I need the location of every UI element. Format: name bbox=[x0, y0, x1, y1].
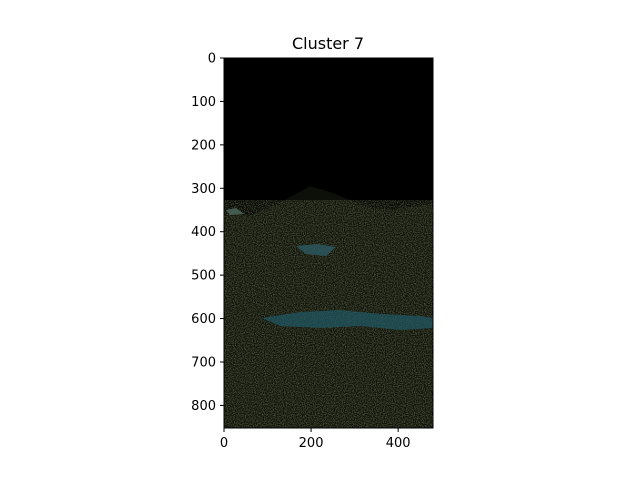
chart-title: Cluster 7 bbox=[292, 34, 364, 53]
plot-area bbox=[224, 58, 433, 428]
y-tick-label: 400 bbox=[191, 225, 216, 240]
x-tick-label: 400 bbox=[386, 436, 411, 451]
y-tick-label: 100 bbox=[191, 95, 216, 110]
x-tick-label: 200 bbox=[299, 436, 324, 451]
y-tick-label: 700 bbox=[191, 355, 216, 370]
y-tick-label: 500 bbox=[191, 269, 216, 284]
lake-lower bbox=[262, 310, 433, 330]
y-tick-label: 600 bbox=[191, 312, 216, 327]
y-axis: 0 100 200 300 400 500 600 700 800 bbox=[191, 52, 224, 414]
y-tick-label: 0 bbox=[208, 52, 216, 67]
y-tick-label: 800 bbox=[191, 399, 216, 414]
y-tick-label: 200 bbox=[191, 138, 216, 153]
lake-upper bbox=[296, 244, 336, 256]
snow-patch bbox=[226, 208, 244, 215]
x-tick-label: 0 bbox=[220, 436, 228, 451]
y-tick-label: 300 bbox=[191, 182, 216, 197]
x-axis: 0 200 400 bbox=[220, 428, 411, 451]
plot-frame bbox=[223, 57, 434, 429]
